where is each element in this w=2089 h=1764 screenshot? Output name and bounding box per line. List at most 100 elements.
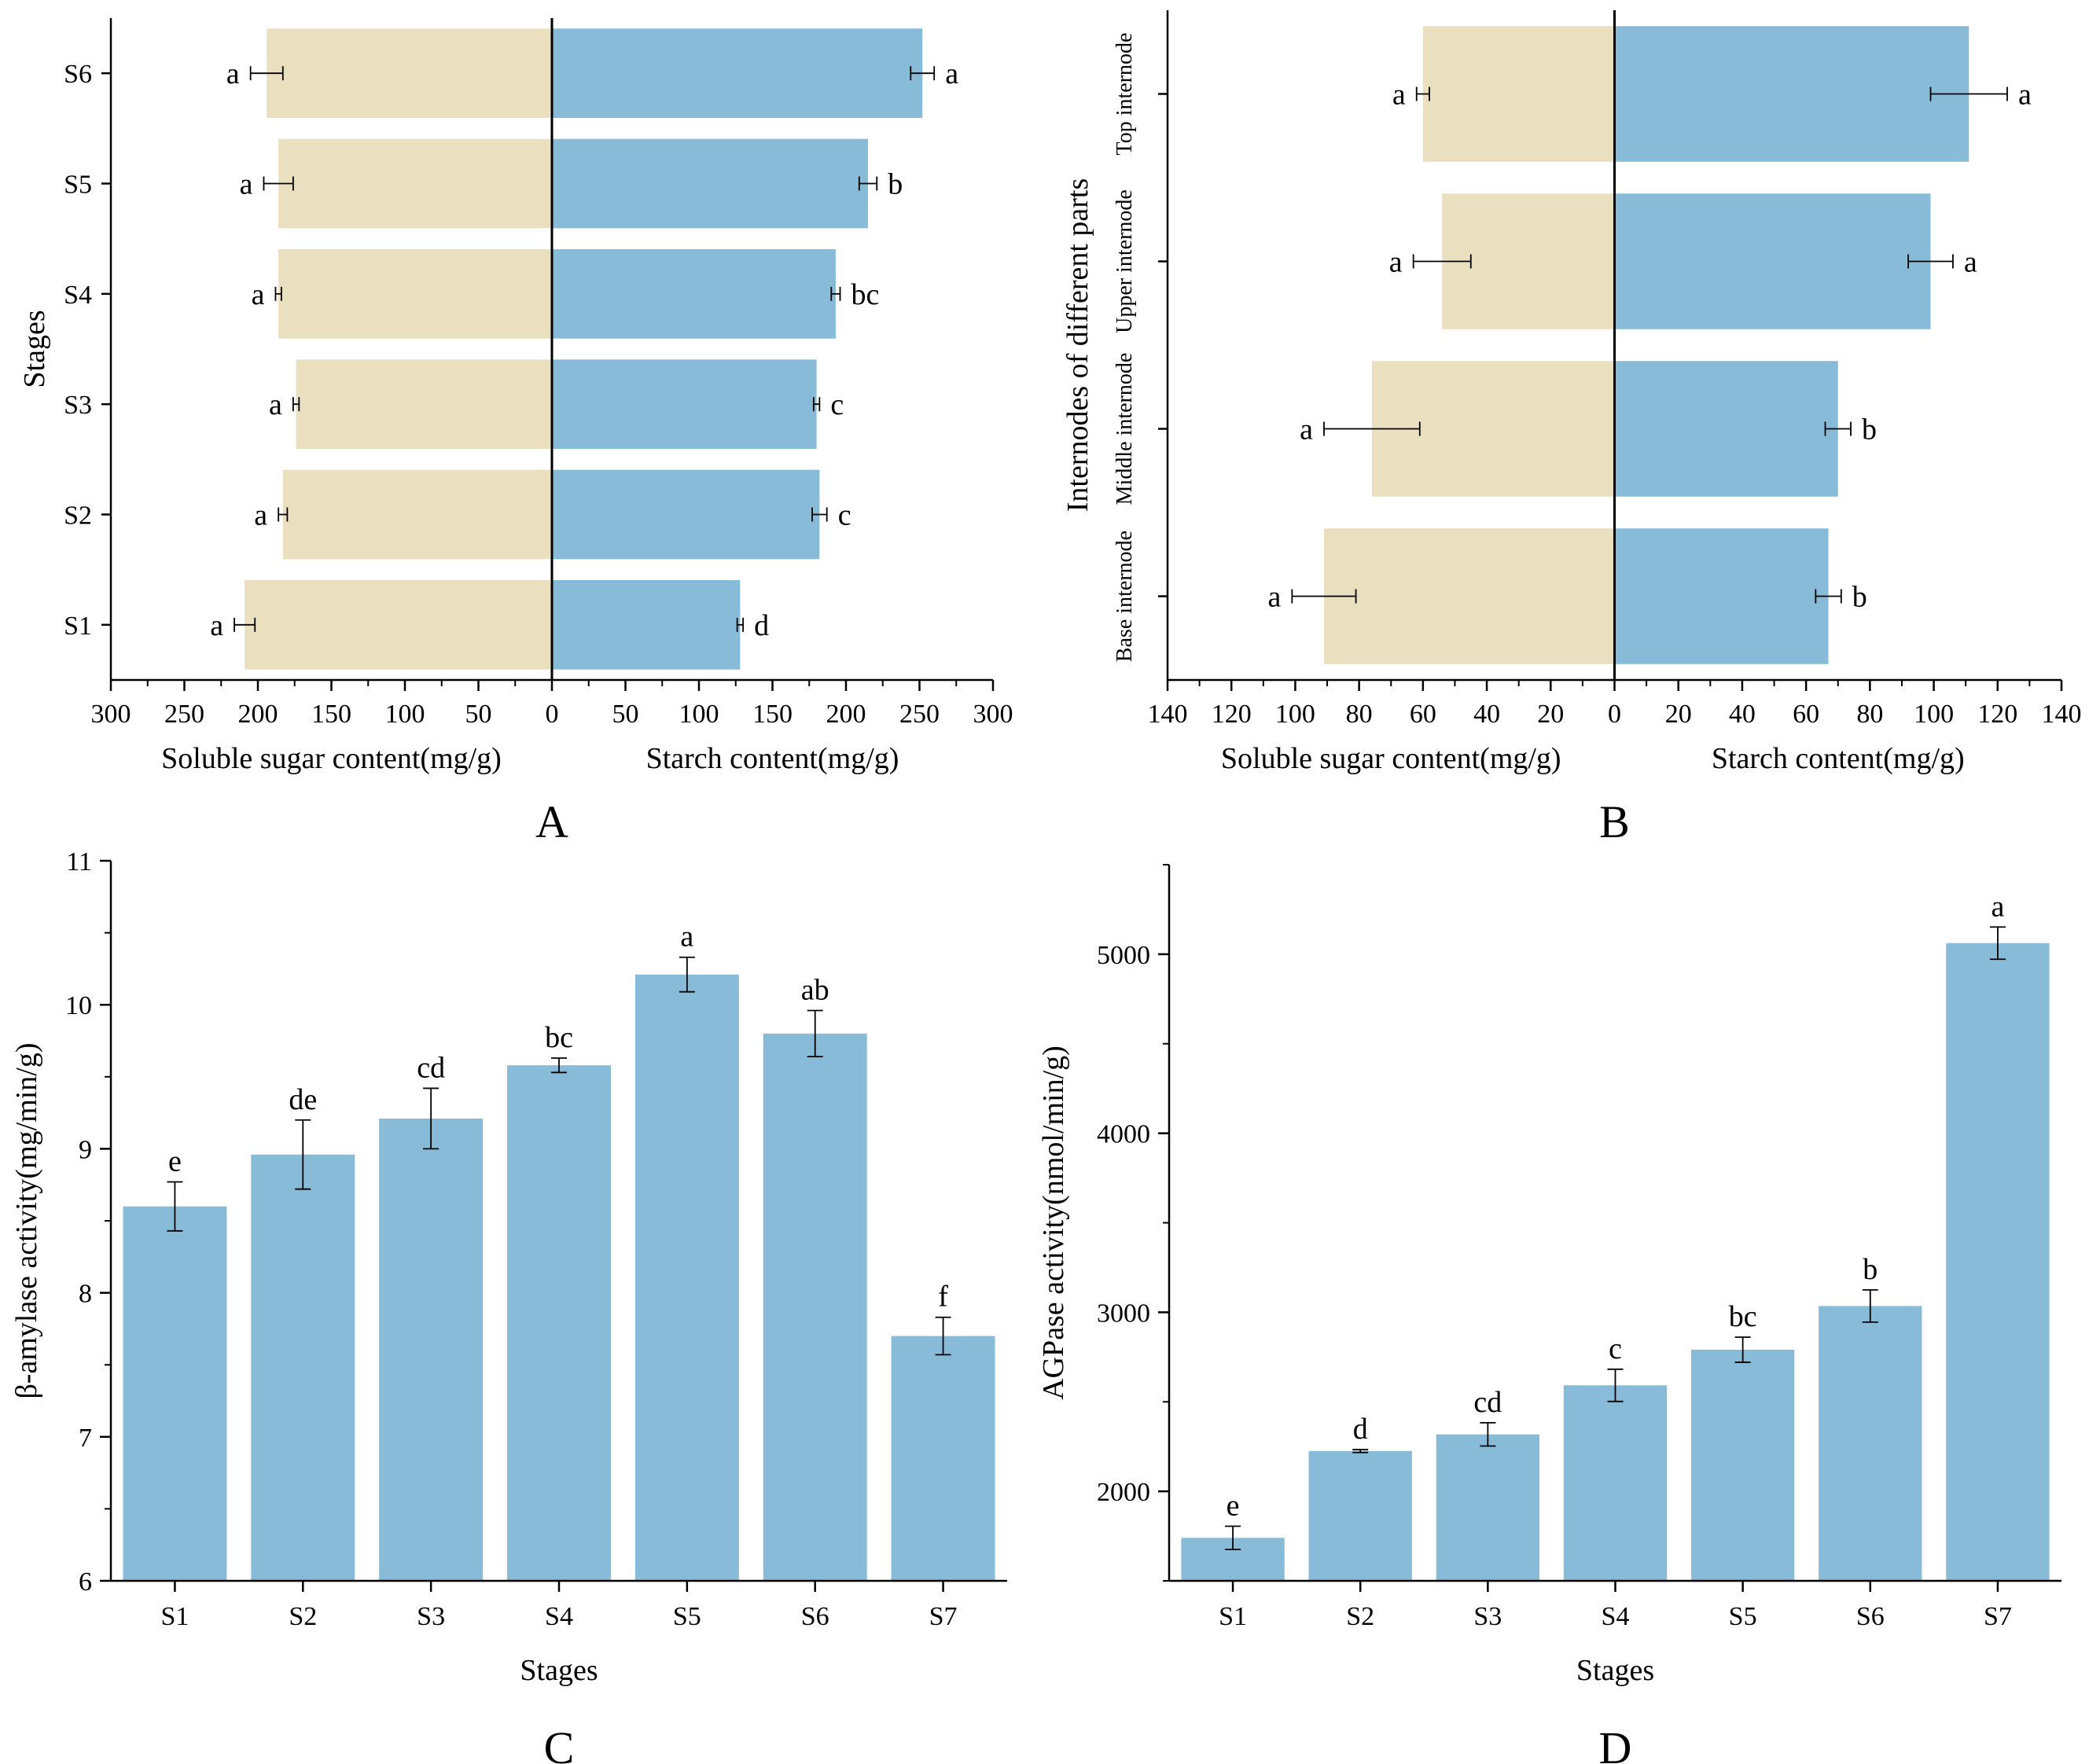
bar-sugar-top-internode	[1422, 26, 1615, 162]
x-tick-label: S2	[289, 1602, 317, 1631]
y-tick-label: S6	[64, 60, 92, 89]
y-tick-label: Upper internode	[1113, 189, 1137, 333]
significance-letter: cd	[1473, 1386, 1502, 1419]
x-tick-label: 150	[311, 700, 351, 729]
error-bar-sugar	[1323, 421, 1421, 436]
significance-letter: bc	[545, 1021, 573, 1054]
bar-s3	[379, 1118, 484, 1581]
x-tick-label: 50	[612, 700, 639, 729]
significance-letter: a	[1389, 246, 1403, 279]
x-tick-label: 80	[1346, 700, 1373, 729]
panel-label: D	[1599, 1722, 1632, 1764]
x-tick-label: S6	[801, 1602, 829, 1631]
bar-starch-base-internode	[1614, 528, 1829, 664]
x-tick-label: 200	[238, 700, 278, 729]
x-tick-label: 100	[679, 700, 719, 729]
bar-starch-s6	[552, 28, 923, 119]
bar-s3	[1436, 1434, 1540, 1581]
x-tick-label: 250	[899, 700, 940, 729]
error-bar	[167, 1181, 183, 1232]
x-tick-label: 40	[1473, 700, 1500, 729]
error-bar-starch	[830, 286, 841, 301]
bar-sugar-s5	[278, 138, 552, 229]
bar-starch-upper-internode	[1614, 193, 1931, 329]
significance-letter: f	[938, 1281, 948, 1314]
significance-letter: cd	[417, 1051, 445, 1084]
bar-s5	[634, 974, 739, 1581]
significance-letter: a	[1991, 890, 2004, 923]
error-bar	[1989, 926, 2006, 961]
significance-letter: b	[1863, 1253, 1878, 1286]
x-axis-label: Stages	[520, 1654, 598, 1687]
error-bar	[1734, 1336, 1751, 1363]
significance-letter: a	[210, 609, 223, 642]
bar-starch-s4	[552, 248, 836, 339]
x-tick-label: 20	[1537, 700, 1564, 729]
significance-letter: b	[1862, 413, 1877, 447]
bar-s5	[1690, 1349, 1795, 1581]
y-tick-label: 10	[65, 991, 92, 1020]
error-bar-sugar	[292, 397, 300, 412]
significance-letter: de	[289, 1083, 317, 1116]
error-bar-starch	[1824, 421, 1852, 436]
significance-letter: a	[252, 278, 265, 311]
bar-s4	[507, 1065, 611, 1581]
x-tick-label: 140	[2042, 700, 2082, 729]
bar-s6	[1819, 1306, 1922, 1581]
y-tick-label: S3	[64, 391, 92, 420]
x-axis-label-right: Starch content(mg/g)	[1712, 742, 1965, 775]
panel-label: C	[544, 1722, 575, 1764]
chart-panel-D: e S1 d S2 cd S3 c S4 bc S5 b S6 a S7 2000 3000 4000 5000 S…	[1037, 864, 2061, 1764]
x-axis-label-left: Soluble sugar content(mg/g)	[1221, 742, 1561, 775]
bar-starch-s5	[552, 138, 869, 229]
x-tick-label: 140	[1148, 700, 1188, 729]
significance-letter: a	[226, 57, 240, 90]
x-tick-label: 60	[1793, 700, 1819, 729]
error-bar	[679, 956, 695, 993]
significance-letter: c	[1609, 1332, 1622, 1365]
error-bar	[295, 1119, 311, 1190]
x-tick-label: 100	[1275, 700, 1315, 729]
x-tick-label: 40	[1729, 700, 1756, 729]
significance-letter: ab	[801, 974, 829, 1007]
x-tick-label: 120	[1977, 700, 2017, 729]
x-tick-label: S1	[160, 1602, 189, 1631]
bar-s7	[1946, 943, 2050, 1581]
significance-letter: b	[888, 168, 903, 201]
bar-sugar-s6	[267, 28, 552, 119]
bar-s2	[251, 1154, 355, 1581]
x-tick-label: 200	[826, 700, 866, 729]
x-tick-label: 100	[1914, 700, 1954, 729]
bar-starch-s1	[552, 579, 741, 670]
panel-label: A	[535, 796, 568, 847]
y-tick-label: S5	[64, 171, 92, 200]
error-bar-starch	[1907, 254, 1954, 269]
bar-sugar-s4	[278, 248, 552, 339]
x-tick-label: 100	[385, 700, 425, 729]
y-tick-label: Top internode	[1113, 33, 1137, 156]
bar-starch-middle-internode	[1614, 361, 1838, 497]
significance-letter: a	[680, 921, 693, 954]
x-tick-label: S4	[545, 1602, 573, 1631]
significance-letter: b	[1852, 581, 1867, 614]
bar-sugar-s3	[296, 359, 552, 450]
x-axis-label-left: Soluble sugar content(mg/g)	[161, 742, 502, 775]
x-tick-label: 0	[546, 700, 559, 729]
error-bar-starch	[858, 176, 878, 191]
x-tick-label: 80	[1856, 700, 1883, 729]
error-bar	[935, 1316, 951, 1356]
chart-panel-C: e S1 de S2 cd S3 bc S4 a S5 ab S6 f S7 6 7 8 9 10 11 Stages β…	[10, 847, 1007, 1764]
bar-starch-s3	[552, 359, 817, 450]
error-bar	[1480, 1421, 1496, 1447]
significance-letter: a	[945, 57, 958, 90]
error-bar	[807, 1009, 823, 1058]
y-axis-label: β-amylase activity(mg/min/g)	[10, 1042, 43, 1398]
bar-s1	[123, 1206, 227, 1581]
x-tick-label: S6	[1856, 1602, 1885, 1631]
y-axis-label: AGPase activity(nmol/min/g)	[1037, 1046, 1070, 1400]
x-tick-label: 120	[1212, 700, 1252, 729]
y-tick-label: 3000	[1097, 1299, 1150, 1328]
y-tick-label: 11	[66, 847, 92, 876]
x-tick-label: S1	[1219, 1602, 1247, 1631]
y-tick-label: 8	[79, 1280, 92, 1309]
